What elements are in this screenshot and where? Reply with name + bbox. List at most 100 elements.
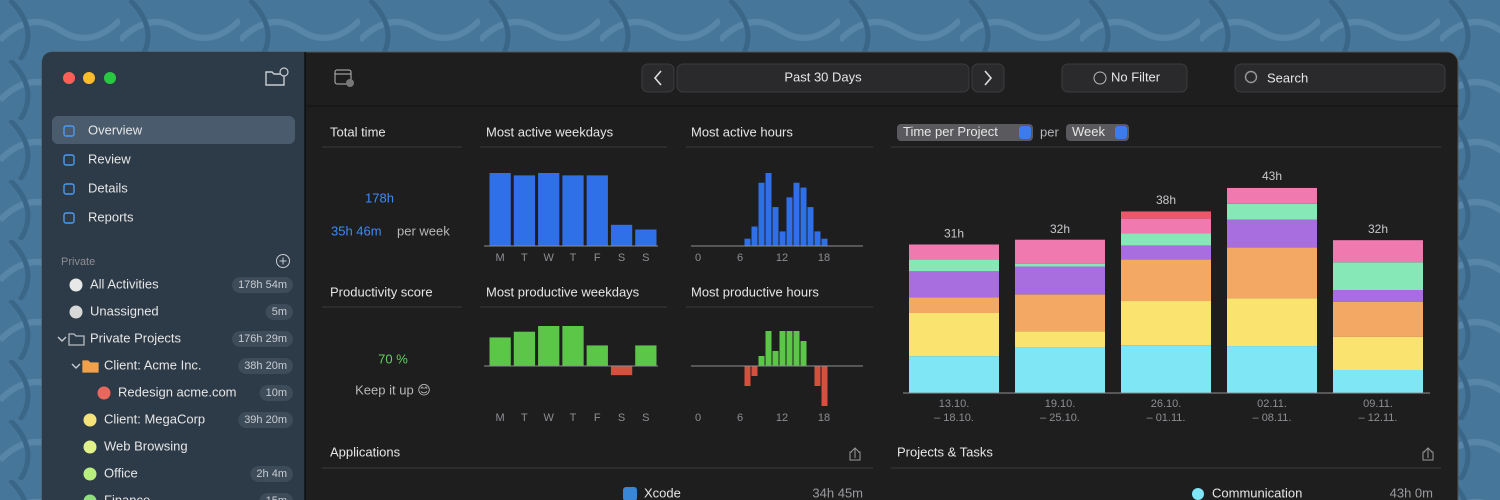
period-select[interactable] <box>1066 124 1129 141</box>
filter-button[interactable] <box>1061 63 1188 93</box>
item-label[interactable]: All Activities <box>90 276 159 291</box>
productivity-value: 70 % <box>378 351 408 366</box>
x-tick-label: W <box>544 412 555 424</box>
projects-title: Projects & Tasks <box>897 444 993 459</box>
x-tick-label: T <box>570 412 577 424</box>
bar-segment <box>1333 262 1423 290</box>
x-tick-label: 6 <box>737 252 743 264</box>
time-badge <box>259 493 293 500</box>
item-label[interactable]: Web Browsing <box>104 438 188 453</box>
bar-segment <box>1121 301 1211 346</box>
disclosure <box>57 336 67 342</box>
x-tick-label: T <box>570 252 577 264</box>
item-label[interactable]: Unassigned <box>90 303 159 318</box>
nav-selection <box>52 116 295 144</box>
zoom-button[interactable] <box>104 72 116 84</box>
item-time: 15m <box>266 495 287 500</box>
bar <box>744 366 751 386</box>
bar <box>786 331 793 366</box>
bar <box>821 238 828 246</box>
bar-segment <box>909 271 999 298</box>
app-name: Xcode <box>644 485 681 500</box>
nav-item[interactable]: Overview <box>88 122 143 137</box>
bar-segment <box>1333 290 1423 302</box>
next-icon <box>984 70 993 86</box>
x-tick-label: 12 <box>776 412 788 424</box>
total-label: 31h <box>944 227 964 241</box>
minimize-button[interactable] <box>83 72 95 84</box>
x-tick-label: 26.10. <box>1151 398 1182 410</box>
bar-segment <box>1121 345 1211 393</box>
bar-segment <box>1227 187 1317 204</box>
per-week-value: 35h 46m <box>331 223 382 238</box>
prev-button[interactable] <box>641 63 675 93</box>
app-icon <box>623 487 637 500</box>
x-tick-label: S <box>618 252 625 264</box>
x-tick-label: F <box>594 252 601 264</box>
x-tick-label: S <box>642 252 649 264</box>
total-value: 178h <box>365 190 394 205</box>
bar-segment <box>1121 245 1211 260</box>
nav-item[interactable]: Reports <box>88 209 134 224</box>
bar <box>793 182 800 246</box>
item-label[interactable]: Redesign acme.com <box>118 384 237 399</box>
per-week-suffix: per week <box>397 223 450 238</box>
nav-item[interactable]: Details <box>88 180 128 195</box>
nav-icon <box>63 183 75 195</box>
folder-icon <box>82 360 99 373</box>
bar-segment <box>909 259 999 272</box>
project-name: Communication <box>1212 485 1302 500</box>
bar <box>513 175 536 246</box>
bar <box>538 326 560 366</box>
item-dot <box>83 467 97 481</box>
item-label[interactable]: Client: Acme Inc. <box>104 357 202 372</box>
time-badge <box>238 358 293 374</box>
search-icon <box>1244 70 1258 84</box>
search-field[interactable] <box>1234 63 1446 93</box>
item-time: 178h 54m <box>238 279 287 291</box>
folder-icon <box>68 333 85 346</box>
add-button[interactable] <box>276 254 290 268</box>
bar-segment <box>1227 247 1317 299</box>
x-tick-label: 02.11. <box>1257 398 1287 410</box>
bar <box>744 238 751 246</box>
item-label[interactable]: Private Projects <box>90 330 182 345</box>
bar <box>586 345 608 366</box>
bar <box>538 173 560 246</box>
new-folder-button[interactable] <box>265 67 289 86</box>
disclosure <box>71 363 81 369</box>
bar-segment <box>1015 294 1105 332</box>
item-label[interactable]: Client: MegaCorp <box>104 411 205 426</box>
item-label[interactable]: Office <box>104 465 138 480</box>
bar-segment <box>1227 298 1317 347</box>
bar-segment <box>1015 331 1105 348</box>
bar <box>772 207 779 246</box>
x-tick-label: 6 <box>737 412 743 424</box>
nav-item[interactable]: Review <box>88 151 131 166</box>
share-button[interactable] <box>1422 447 1434 461</box>
metric-select[interactable] <box>897 124 1033 141</box>
close-button[interactable] <box>63 72 75 84</box>
bar <box>489 337 511 366</box>
period-label: Week <box>1072 124 1105 139</box>
item-dot <box>97 386 111 400</box>
next-button[interactable] <box>971 63 1005 93</box>
share-button[interactable] <box>849 447 861 461</box>
bar-segment <box>1227 219 1317 248</box>
bar <box>562 326 584 366</box>
x-tick-label: 09.11. <box>1363 398 1393 410</box>
chart-title: Most productive hours <box>691 284 819 299</box>
bar <box>772 351 779 366</box>
total-label: 38h <box>1156 193 1176 207</box>
time-badge <box>250 466 293 482</box>
calendar-button[interactable] <box>334 69 354 87</box>
item-dot <box>83 440 97 454</box>
item-label[interactable]: Finance <box>104 492 150 500</box>
range-box[interactable] <box>676 63 970 93</box>
chart-title: Most productive weekdays <box>486 284 640 299</box>
bar-segment <box>1015 263 1105 267</box>
item-time: 2h 4m <box>256 468 287 480</box>
filter-icon <box>1093 71 1107 85</box>
bar <box>751 226 758 246</box>
